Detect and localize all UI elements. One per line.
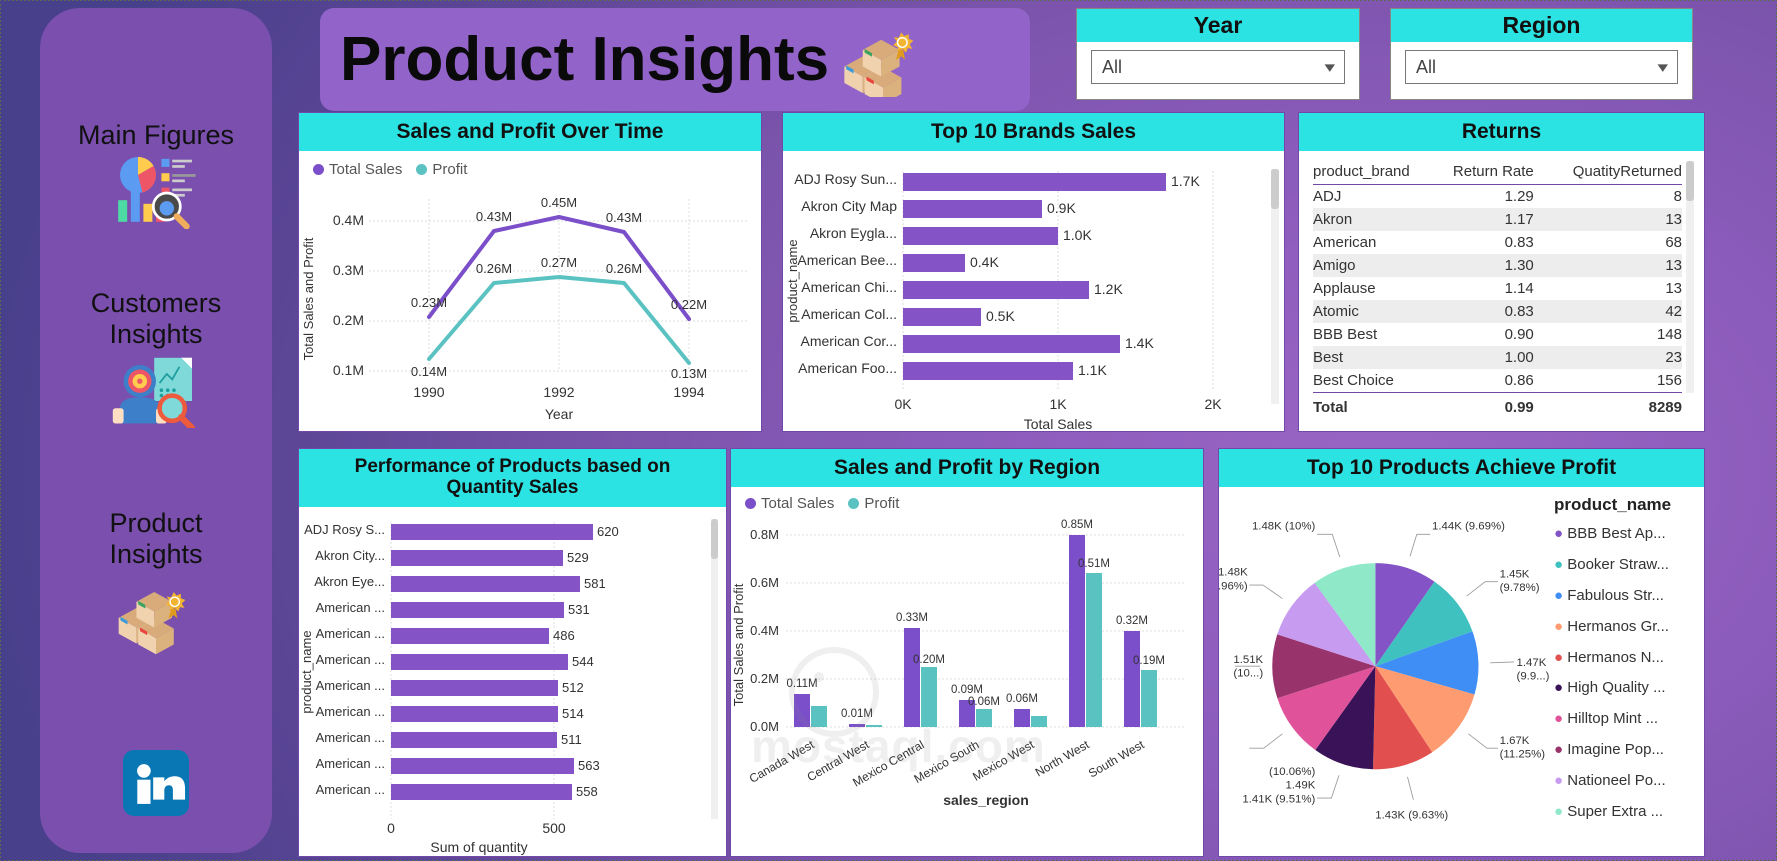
- svg-text:0.3M: 0.3M: [333, 262, 364, 278]
- svg-text:ADJ Rosy S...: ADJ Rosy S...: [304, 522, 385, 537]
- svg-text:1990: 1990: [413, 384, 444, 400]
- svg-text:0K: 0K: [894, 396, 912, 412]
- svg-text:0.9K: 0.9K: [1047, 200, 1076, 216]
- svg-text:0.06M: 0.06M: [1006, 693, 1038, 705]
- svg-text:620: 620: [597, 524, 619, 539]
- svg-text:1.51K: 1.51K: [1233, 654, 1263, 666]
- svg-text:1.48K: 1.48K: [1219, 567, 1248, 579]
- svg-text:Year: Year: [545, 406, 574, 422]
- svg-text:0.19M: 0.19M: [1133, 655, 1165, 667]
- svg-text:American ...: American ...: [316, 626, 385, 641]
- svg-text:0.4M: 0.4M: [750, 623, 779, 638]
- svg-text:Akron Eye...: Akron Eye...: [314, 574, 385, 589]
- svg-text:American ...: American ...: [316, 678, 385, 693]
- svg-text:(11.25%): (11.25%): [1500, 748, 1546, 760]
- svg-text:0.13M: 0.13M: [671, 366, 707, 381]
- svg-text:American Col...: American Col...: [801, 306, 897, 322]
- svg-text:512: 512: [562, 680, 584, 695]
- svg-text:(10.06%): (10.06%): [1269, 766, 1315, 778]
- svg-text:0.33M: 0.33M: [896, 612, 928, 624]
- svg-text:500: 500: [542, 820, 566, 836]
- svg-text:0.06M: 0.06M: [968, 696, 1000, 708]
- svg-text:American Cor...: American Cor...: [801, 333, 897, 349]
- svg-text:1.44K (9.69%): 1.44K (9.69%): [1432, 520, 1505, 532]
- svg-text:0.43M: 0.43M: [476, 209, 512, 224]
- svg-text:1992: 1992: [543, 384, 574, 400]
- svg-text:544: 544: [572, 654, 594, 669]
- svg-text:Akron City...: Akron City...: [315, 548, 385, 563]
- svg-text:sales_region: sales_region: [943, 792, 1029, 808]
- svg-text:0.09M: 0.09M: [951, 684, 983, 696]
- svg-text:American Foo...: American Foo...: [798, 360, 897, 376]
- svg-text:0.51M: 0.51M: [1078, 558, 1110, 570]
- svg-text:0.2M: 0.2M: [750, 671, 779, 686]
- svg-text:American ...: American ...: [316, 704, 385, 719]
- svg-text:ADJ Rosy Sun...: ADJ Rosy Sun...: [794, 171, 897, 187]
- svg-text:0.85M: 0.85M: [1061, 519, 1093, 531]
- svg-text:0.26M: 0.26M: [606, 261, 642, 276]
- svg-text:0.22M: 0.22M: [671, 297, 707, 312]
- svg-text:Sum of quantity: Sum of quantity: [430, 839, 527, 855]
- svg-text:0.32M: 0.32M: [1116, 615, 1148, 627]
- svg-text:0.4K: 0.4K: [970, 254, 999, 270]
- svg-text:1994: 1994: [673, 384, 704, 400]
- svg-text:2K: 2K: [1204, 396, 1222, 412]
- svg-text:product_name: product_name: [785, 239, 800, 322]
- svg-text:American ...: American ...: [316, 730, 385, 745]
- svg-text:Total Sales and Profit: Total Sales and Profit: [301, 237, 316, 360]
- svg-text:0.43M: 0.43M: [606, 210, 642, 225]
- svg-text:0.5K: 0.5K: [986, 308, 1015, 324]
- svg-text:1.0K: 1.0K: [1063, 227, 1092, 243]
- svg-text:Total Sales: Total Sales: [1024, 416, 1092, 432]
- svg-text:0.4M: 0.4M: [333, 212, 364, 228]
- svg-text:514: 514: [562, 706, 584, 721]
- svg-text:0.2M: 0.2M: [333, 312, 364, 328]
- svg-text:1.47K: 1.47K: [1517, 657, 1547, 669]
- svg-text:486: 486: [553, 628, 575, 643]
- svg-text:American ...: American ...: [316, 652, 385, 667]
- svg-text:1K: 1K: [1049, 396, 1067, 412]
- svg-text:American ...: American ...: [316, 756, 385, 771]
- svg-text:558: 558: [576, 784, 598, 799]
- svg-text:1.1K: 1.1K: [1078, 362, 1107, 378]
- svg-text:American Bee...: American Bee...: [797, 252, 897, 268]
- svg-text:0.27M: 0.27M: [541, 255, 577, 270]
- svg-text:1.41K (9.51%): 1.41K (9.51%): [1242, 793, 1315, 805]
- svg-text:American ...: American ...: [316, 600, 385, 615]
- svg-text:1.7K: 1.7K: [1171, 173, 1200, 189]
- svg-text:0.45M: 0.45M: [541, 195, 577, 210]
- svg-text:American ...: American ...: [316, 782, 385, 797]
- svg-text:531: 531: [568, 602, 590, 617]
- svg-text:(9.9...): (9.9...): [1517, 671, 1550, 683]
- svg-text:1.2K: 1.2K: [1094, 281, 1123, 297]
- svg-text:511: 511: [561, 732, 582, 747]
- svg-text:563: 563: [578, 758, 600, 773]
- svg-text:581: 581: [584, 576, 606, 591]
- svg-text:1.67K: 1.67K: [1500, 735, 1530, 747]
- svg-text:Akron City Map: Akron City Map: [801, 198, 897, 214]
- svg-text:0.14M: 0.14M: [411, 364, 447, 379]
- svg-text:Total Sales and Profit: Total Sales and Profit: [731, 583, 746, 706]
- svg-text:South West: South West: [1086, 737, 1147, 780]
- svg-text:American Chi...: American Chi...: [801, 279, 897, 295]
- svg-text:(9.78%): (9.78%): [1500, 582, 1540, 594]
- svg-text:product_name: product_name: [299, 630, 314, 713]
- svg-text:0.26M: 0.26M: [476, 261, 512, 276]
- svg-text:0.1M: 0.1M: [333, 362, 364, 378]
- svg-text:529: 529: [567, 550, 589, 565]
- svg-text:1.48K (10%): 1.48K (10%): [1252, 520, 1316, 532]
- svg-text:1.43K (9.63%): 1.43K (9.63%): [1375, 809, 1448, 821]
- svg-text:1.49K: 1.49K: [1286, 780, 1316, 792]
- svg-text:0.23M: 0.23M: [411, 295, 447, 310]
- svg-text:1.4K: 1.4K: [1125, 335, 1154, 351]
- svg-text:(10...): (10...): [1233, 667, 1263, 679]
- svg-text:0.6M: 0.6M: [750, 575, 779, 590]
- svg-text:0: 0: [387, 820, 395, 836]
- svg-text:0.8M: 0.8M: [750, 527, 779, 542]
- svg-text:Akron Eygla...: Akron Eygla...: [810, 225, 897, 241]
- svg-text:0.20M: 0.20M: [913, 654, 945, 666]
- svg-text:1.45K: 1.45K: [1500, 568, 1530, 580]
- svg-text:(9.96%): (9.96%): [1219, 580, 1248, 592]
